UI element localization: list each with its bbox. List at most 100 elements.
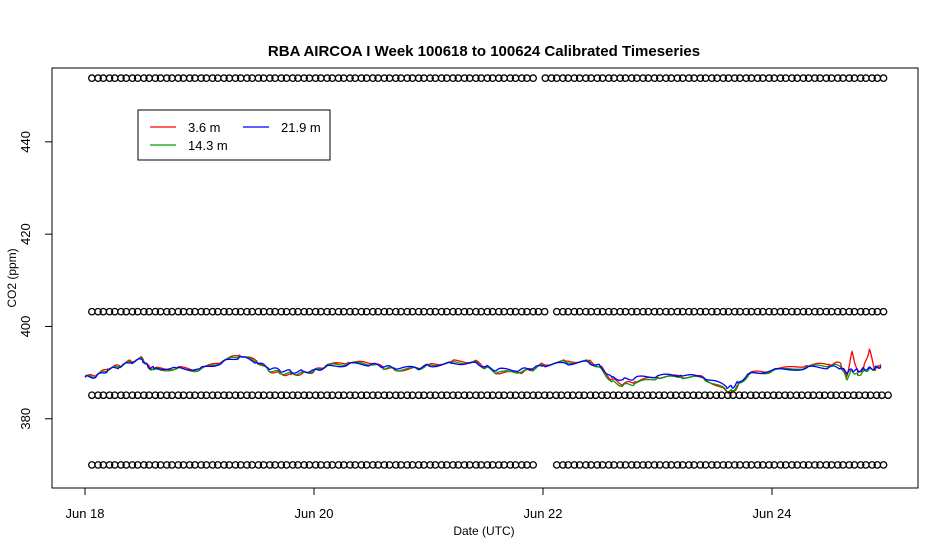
calibration-point bbox=[529, 391, 538, 400]
calibration-point bbox=[174, 74, 183, 83]
calibration-point bbox=[593, 307, 602, 316]
calibration-point bbox=[868, 74, 876, 83]
calibration-point bbox=[369, 307, 377, 316]
calibration-point bbox=[707, 307, 716, 316]
calibration-point bbox=[151, 391, 160, 400]
y-axis-label: CO2 (ppm) bbox=[5, 248, 19, 307]
calibration-point bbox=[174, 391, 183, 400]
calibration-point bbox=[788, 461, 796, 469]
calibration-point bbox=[254, 461, 263, 469]
calibration-point bbox=[346, 307, 354, 316]
calibration-point bbox=[804, 391, 812, 400]
calibration-point bbox=[311, 391, 320, 400]
calibration-points bbox=[88, 74, 888, 83]
calibration-point bbox=[776, 461, 785, 469]
calibration-point bbox=[185, 391, 194, 400]
calibration-point bbox=[833, 74, 842, 83]
calibration-point bbox=[581, 307, 590, 316]
calibration-point bbox=[639, 74, 647, 83]
calibration-point bbox=[609, 391, 618, 400]
calibration-point bbox=[604, 74, 613, 83]
calibration-point bbox=[701, 391, 709, 400]
calibration-point bbox=[220, 391, 228, 400]
calibration-point bbox=[277, 74, 286, 83]
calibration-point bbox=[799, 74, 808, 83]
calibration-point bbox=[810, 307, 819, 316]
x-tick-label: Jun 18 bbox=[65, 506, 104, 521]
calibration-point bbox=[678, 391, 686, 400]
calibration-point bbox=[117, 391, 125, 400]
calibration-point bbox=[265, 391, 274, 400]
calibration-point bbox=[494, 307, 503, 316]
calibration-point bbox=[712, 391, 721, 400]
calibration-point bbox=[719, 74, 728, 83]
calibration-point bbox=[833, 307, 842, 316]
calibration-point bbox=[334, 461, 343, 469]
calibration-point bbox=[845, 307, 854, 316]
calibration-point bbox=[833, 461, 842, 469]
calibration-point bbox=[288, 391, 297, 400]
calibration-point bbox=[197, 74, 205, 83]
legend-box bbox=[137, 109, 331, 161]
calibration-point bbox=[765, 307, 773, 316]
calibration-point bbox=[265, 74, 274, 83]
calibration-point bbox=[117, 461, 125, 469]
calibration-point bbox=[357, 74, 366, 83]
calibration-point bbox=[88, 461, 96, 469]
calibration-point bbox=[300, 391, 309, 400]
calibration-point bbox=[380, 461, 389, 469]
calibration-point bbox=[627, 74, 636, 83]
calibration-point bbox=[288, 74, 297, 83]
calibration-point bbox=[105, 307, 114, 316]
calibration-point bbox=[506, 391, 515, 400]
calibration-point bbox=[529, 74, 538, 83]
calibration-point bbox=[472, 307, 480, 316]
calibration-point bbox=[174, 307, 183, 316]
calibration-point bbox=[403, 307, 412, 316]
legend: 3.6 m 14.3 m 21.9 m bbox=[137, 109, 331, 161]
calibration-point bbox=[620, 391, 629, 400]
calibration-point bbox=[197, 307, 205, 316]
calibration-point bbox=[403, 74, 412, 83]
calibration-point bbox=[277, 461, 286, 469]
calibration-point bbox=[117, 307, 125, 316]
calibration-point bbox=[856, 461, 865, 469]
calibration-point bbox=[788, 74, 796, 83]
calibration-point bbox=[666, 391, 675, 400]
calibration-point bbox=[494, 74, 503, 83]
calibration-point bbox=[403, 461, 412, 469]
legend-label: 21.9 m bbox=[281, 120, 321, 135]
calibration-point bbox=[696, 74, 705, 83]
calibration-point bbox=[185, 307, 194, 316]
calibration-point bbox=[426, 74, 434, 83]
calibration-point bbox=[88, 74, 96, 83]
calibration-point bbox=[540, 391, 549, 400]
calibration-point bbox=[517, 74, 526, 83]
calibration-point bbox=[735, 391, 744, 400]
calibration-point bbox=[799, 461, 808, 469]
calibration-point bbox=[105, 74, 114, 83]
calibration-point bbox=[604, 461, 613, 469]
calibration-point bbox=[334, 307, 343, 316]
calibration-point bbox=[861, 391, 870, 400]
calibration-point bbox=[380, 74, 389, 83]
calibration-points bbox=[88, 461, 888, 469]
calibration-point bbox=[449, 74, 457, 83]
calibration-point bbox=[414, 74, 423, 83]
calibration-point bbox=[88, 307, 96, 316]
calibration-point bbox=[414, 307, 423, 316]
calibration-point bbox=[162, 391, 171, 400]
calibration-point bbox=[254, 74, 263, 83]
calibration-point bbox=[334, 74, 343, 83]
calibration-point bbox=[540, 307, 549, 316]
calibration-point bbox=[856, 74, 865, 83]
legend-label: 3.6 m bbox=[188, 120, 221, 135]
calibration-point bbox=[472, 74, 480, 83]
calibration-point bbox=[581, 74, 590, 83]
calibration-point bbox=[391, 391, 400, 400]
calibration-point bbox=[879, 74, 888, 83]
calibration-point bbox=[643, 391, 652, 400]
calibration-point bbox=[483, 461, 492, 469]
calibration-point bbox=[151, 461, 160, 469]
